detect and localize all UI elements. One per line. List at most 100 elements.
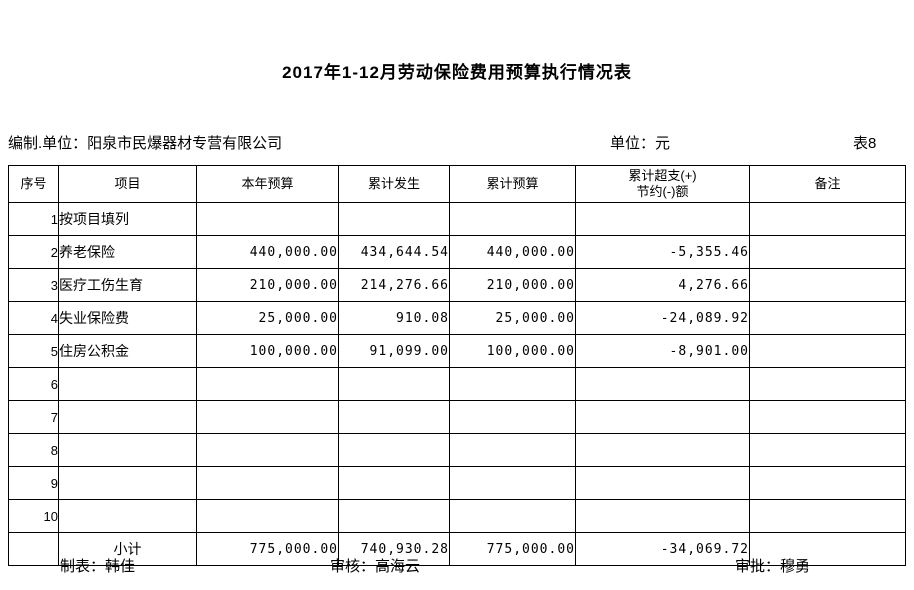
cell-budget: 25,000.00 [196,301,339,335]
page-title: 2017年1-12月劳动保险费用预算执行情况表 [282,63,632,82]
cell-note [749,400,906,434]
table-row: 6 [8,367,906,401]
cell-actual [338,433,450,467]
cell-item: 养老保险 [58,235,197,269]
column-header-5: 累计超支(+) 节约(-)额 [575,165,750,203]
sheet-number-label: 表8 [853,135,877,152]
cell-item: 医疗工伤生育 [58,268,197,302]
table-row: 10 [8,499,906,533]
cell-item [58,466,197,500]
cell-diff [575,433,750,467]
cell-cum_budget: 25,000.00 [449,301,576,335]
cell-actual: 740,930.28 [338,532,450,566]
cell-cum_budget [449,367,576,401]
cell-budget [196,433,339,467]
cell-actual [338,466,450,500]
cell-actual [338,367,450,401]
cell-diff [575,499,750,533]
cell-actual: 214,276.66 [338,268,450,302]
table-row: 4 失业保险费 25,000.00 910.08 25,000.00 -24,089.92 [8,301,906,335]
table-header-row: 序号 项目 本年预算 累计发生 累计预算 累计超支(+) 节约(-)额 备注 [8,165,906,203]
cell-cum_budget [449,466,576,500]
cell-budget [196,367,339,401]
cell-note [749,532,906,566]
cell-item [58,400,197,434]
table-row: 7 [8,400,906,434]
signature-row: 制表：韩佳 审核：高海云 审批：穆勇 [0,555,914,577]
cell-no: 3 [8,268,59,302]
cell-actual: 91,099.00 [338,334,450,368]
cell-no: 9 [8,466,59,500]
cell-item: 小计 [58,532,197,566]
column-header-6: 备注 [749,165,906,203]
cell-cum_budget: 100,000.00 [449,334,576,368]
budget-execution-table: 序号 项目 本年预算 累计发生 累计预算 累计超支(+) 节约(-)额 备注 1 按项目填列 2 养… [8,165,906,566]
cell-cum_budget [449,400,576,434]
cell-diff [575,367,750,401]
cell-no: 4 [8,301,59,335]
cell-budget [196,202,339,236]
cell-diff [575,400,750,434]
table-row: 1 按项目填列 [8,202,906,236]
cell-diff [575,202,750,236]
cell-no: 8 [8,433,59,467]
subtotal-row: 小计 775,000.00 740,930.28 775,000.00 -34,069.… [8,532,906,566]
table-row: 8 [8,433,906,467]
cell-diff: 4,276.66 [575,268,750,302]
cell-cum_budget: 440,000.00 [449,235,576,269]
cell-no [8,532,59,566]
cell-no: 6 [8,367,59,401]
cell-note [749,202,906,236]
cell-note [749,268,906,302]
cell-budget: 100,000.00 [196,334,339,368]
meta-row: 编制.单位：阳泉市民爆器材专营有限公司 单位：元 表8 [0,132,914,154]
table-row: 5 住房公积金 100,000.00 91,099.00 100,000.00 -8,90… [8,334,906,368]
cell-note [749,499,906,533]
prepared-signature: 制表：韩佳 [60,558,136,575]
cell-item [58,367,197,401]
cell-budget [196,400,339,434]
cell-diff: -24,089.92 [575,301,750,335]
cell-actual [338,202,450,236]
cell-budget: 775,000.00 [196,532,339,566]
cell-cum_budget [449,433,576,467]
reviewed-signature: 审核：高海云 [330,558,421,575]
cell-cum_budget [449,202,576,236]
column-header-4: 累计预算 [449,165,576,203]
cell-note [749,235,906,269]
column-header-3: 累计发生 [338,165,450,203]
cell-diff: -5,355.46 [575,235,750,269]
cell-no: 7 [8,400,59,434]
cell-cum_budget [449,499,576,533]
cell-no: 10 [8,499,59,533]
cell-actual [338,499,450,533]
cell-diff: -8,901.00 [575,334,750,368]
cell-diff [575,466,750,500]
cell-item [58,499,197,533]
cell-budget [196,499,339,533]
cell-budget: 210,000.00 [196,268,339,302]
cell-no: 2 [8,235,59,269]
currency-unit-label: 单位：元 [610,135,671,152]
column-header-1: 项目 [58,165,197,203]
column-header-2: 本年预算 [196,165,339,203]
cell-budget: 440,000.00 [196,235,339,269]
cell-note [749,367,906,401]
cell-item: 失业保险费 [58,301,197,335]
cell-actual: 910.08 [338,301,450,335]
cell-actual [338,400,450,434]
cell-item [58,433,197,467]
cell-no: 5 [8,334,59,368]
cell-note [749,466,906,500]
table-row: 9 [8,466,906,500]
cell-note [749,301,906,335]
cell-note [749,433,906,467]
column-header-0: 序号 [8,165,59,203]
table-row: 2 养老保险 440,000.00 434,644.54 440,000.00 -5,35… [8,235,906,269]
table-row: 3 医疗工伤生育 210,000.00 214,276.66 210,000.00 4,2… [8,268,906,302]
cell-note [749,334,906,368]
cell-item: 住房公积金 [58,334,197,368]
cell-actual: 434,644.54 [338,235,450,269]
cell-no: 1 [8,202,59,236]
